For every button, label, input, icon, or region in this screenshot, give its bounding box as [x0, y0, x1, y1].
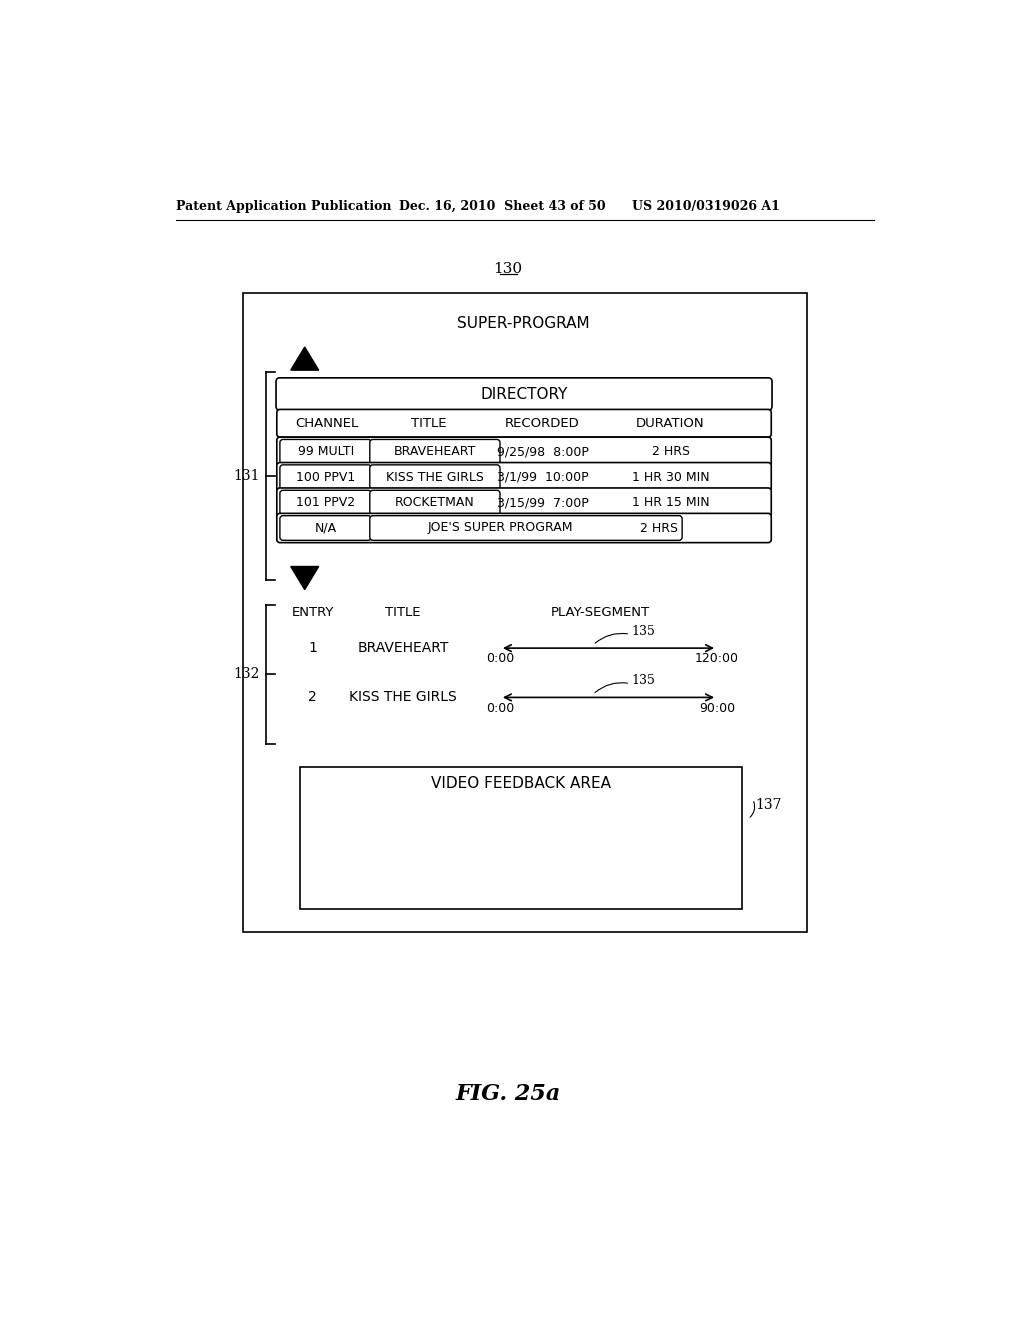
- Text: 1: 1: [308, 642, 316, 655]
- Text: 137: 137: [756, 799, 782, 812]
- Text: US 2010/0319026 A1: US 2010/0319026 A1: [632, 199, 779, 213]
- Text: DIRECTORY: DIRECTORY: [480, 387, 567, 401]
- FancyBboxPatch shape: [276, 488, 771, 517]
- Text: ENTRY: ENTRY: [291, 606, 334, 619]
- FancyBboxPatch shape: [280, 516, 372, 540]
- Text: DURATION: DURATION: [636, 417, 705, 430]
- Text: TITLE: TITLE: [411, 417, 446, 430]
- Text: 3/15/99  7:00P: 3/15/99 7:00P: [497, 496, 589, 510]
- Text: 101 PPV2: 101 PPV2: [296, 496, 355, 510]
- FancyBboxPatch shape: [280, 490, 372, 515]
- FancyBboxPatch shape: [280, 465, 372, 490]
- Text: VIDEO FEEDBACK AREA: VIDEO FEEDBACK AREA: [431, 776, 611, 791]
- Text: JOE'S SUPER PROGRAM: JOE'S SUPER PROGRAM: [428, 521, 573, 535]
- Text: 3/1/99  10:00P: 3/1/99 10:00P: [497, 471, 589, 483]
- Text: 2: 2: [308, 690, 316, 705]
- Polygon shape: [291, 566, 318, 590]
- FancyBboxPatch shape: [370, 516, 682, 540]
- Text: SUPER-PROGRAM: SUPER-PROGRAM: [457, 317, 590, 331]
- Text: 2 HRS: 2 HRS: [640, 521, 678, 535]
- FancyBboxPatch shape: [243, 293, 807, 932]
- Text: PLAY-SEGMENT: PLAY-SEGMENT: [551, 606, 650, 619]
- Text: 0:00: 0:00: [485, 652, 514, 665]
- FancyBboxPatch shape: [276, 462, 771, 492]
- Polygon shape: [291, 347, 318, 370]
- Text: RECORDED: RECORDED: [505, 417, 580, 430]
- Text: ROCKETMAN: ROCKETMAN: [395, 496, 475, 510]
- Text: CHANNEL: CHANNEL: [295, 417, 358, 430]
- FancyBboxPatch shape: [300, 767, 741, 909]
- Text: 99 MULTI: 99 MULTI: [298, 445, 353, 458]
- Text: N/A: N/A: [314, 521, 337, 535]
- FancyBboxPatch shape: [276, 378, 772, 411]
- Text: 9/25/98  8:00P: 9/25/98 8:00P: [497, 445, 589, 458]
- Text: BRAVEHEART: BRAVEHEART: [393, 445, 476, 458]
- Text: 131: 131: [233, 470, 260, 483]
- Text: KISS THE GIRLS: KISS THE GIRLS: [349, 690, 457, 705]
- Text: TITLE: TITLE: [385, 606, 421, 619]
- Text: BRAVEHEART: BRAVEHEART: [357, 642, 449, 655]
- Text: 120:00: 120:00: [695, 652, 739, 665]
- FancyBboxPatch shape: [276, 409, 771, 437]
- Text: 130: 130: [494, 261, 522, 276]
- Text: 132: 132: [233, 668, 260, 681]
- Text: FIG. 25a: FIG. 25a: [455, 1082, 560, 1105]
- FancyBboxPatch shape: [370, 490, 500, 515]
- Text: Dec. 16, 2010  Sheet 43 of 50: Dec. 16, 2010 Sheet 43 of 50: [399, 199, 606, 213]
- FancyBboxPatch shape: [370, 440, 500, 465]
- Text: KISS THE GIRLS: KISS THE GIRLS: [386, 471, 483, 483]
- Text: 135: 135: [632, 624, 655, 638]
- Text: 90:00: 90:00: [699, 702, 735, 714]
- Text: Patent Application Publication: Patent Application Publication: [176, 199, 391, 213]
- Text: 100 PPV1: 100 PPV1: [296, 471, 355, 483]
- Text: 0:00: 0:00: [485, 702, 514, 714]
- FancyBboxPatch shape: [276, 437, 771, 466]
- FancyBboxPatch shape: [276, 513, 771, 543]
- FancyBboxPatch shape: [370, 465, 500, 490]
- FancyBboxPatch shape: [280, 440, 372, 465]
- Text: 1 HR 15 MIN: 1 HR 15 MIN: [632, 496, 710, 510]
- Text: 2 HRS: 2 HRS: [651, 445, 689, 458]
- Text: 135: 135: [632, 675, 655, 686]
- Text: 1 HR 30 MIN: 1 HR 30 MIN: [632, 471, 710, 483]
